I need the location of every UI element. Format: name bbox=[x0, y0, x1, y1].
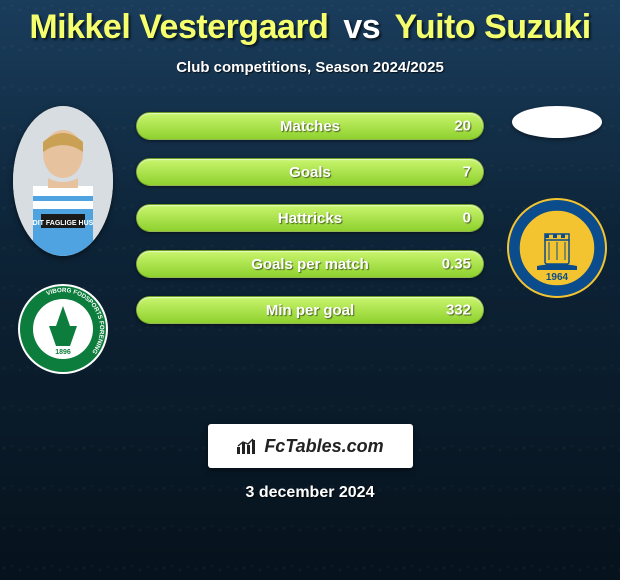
stats-column: Matches 20 Goals 7 Hattricks 0 Goals per… bbox=[136, 106, 484, 324]
player1-name: Mikkel Vestergaard bbox=[29, 8, 328, 46]
stat-goals: Goals 7 bbox=[136, 158, 484, 186]
player2-photo-placeholder bbox=[512, 106, 602, 138]
stat-matches: Matches 20 bbox=[136, 112, 484, 140]
svg-text:1896: 1896 bbox=[55, 349, 71, 356]
subtitle: Club competitions, Season 2024/2025 bbox=[0, 59, 620, 76]
player2-column: 1964 bbox=[502, 106, 612, 298]
stat-label: Hattricks bbox=[278, 210, 342, 227]
stat-value: 20 bbox=[454, 118, 471, 135]
brand-badge: FcTables.com bbox=[208, 424, 413, 468]
player1-column: DIT FAGLIGE HUS 1896 VIBORG FODSPORTS FO… bbox=[8, 106, 118, 374]
player1-team-badge: 1896 VIBORG FODSPORTS FORENING bbox=[18, 284, 108, 374]
stat-value: 7 bbox=[463, 164, 471, 181]
stat-goals-per-match: Goals per match 0.35 bbox=[136, 250, 484, 278]
stat-label: Goals bbox=[289, 164, 331, 181]
player1-photo: DIT FAGLIGE HUS bbox=[13, 106, 113, 256]
stat-label: Goals per match bbox=[251, 256, 369, 273]
comparison-title: Mikkel Vestergaard vs Yuito Suzuki bbox=[0, 0, 620, 47]
main-row: DIT FAGLIGE HUS 1896 VIBORG FODSPORTS FO… bbox=[0, 106, 620, 374]
chart-icon bbox=[236, 437, 258, 455]
brondby-badge-icon: 1964 bbox=[507, 198, 607, 298]
stat-value: 332 bbox=[446, 302, 471, 319]
content-wrapper: Mikkel Vestergaard vs Yuito Suzuki Club … bbox=[0, 0, 620, 580]
player2-name: Yuito Suzuki bbox=[395, 8, 591, 46]
stat-min-per-goal: Min per goal 332 bbox=[136, 296, 484, 324]
stat-hattricks: Hattricks 0 bbox=[136, 204, 484, 232]
svg-text:DIT FAGLIGE HUS: DIT FAGLIGE HUS bbox=[33, 220, 94, 227]
date-text: 3 december 2024 bbox=[0, 484, 620, 502]
vs-label: vs bbox=[343, 8, 380, 46]
brand-text: FcTables.com bbox=[264, 436, 383, 457]
stat-label: Matches bbox=[280, 118, 340, 135]
viborg-badge-icon: 1896 VIBORG FODSPORTS FORENING bbox=[18, 284, 108, 374]
stat-label: Min per goal bbox=[266, 302, 354, 319]
svg-text:1964: 1964 bbox=[546, 272, 569, 283]
player1-photo-svg: DIT FAGLIGE HUS bbox=[13, 106, 113, 256]
stat-value: 0 bbox=[463, 210, 471, 227]
stat-value: 0.35 bbox=[442, 256, 471, 273]
player2-team-badge: 1964 bbox=[507, 198, 607, 298]
